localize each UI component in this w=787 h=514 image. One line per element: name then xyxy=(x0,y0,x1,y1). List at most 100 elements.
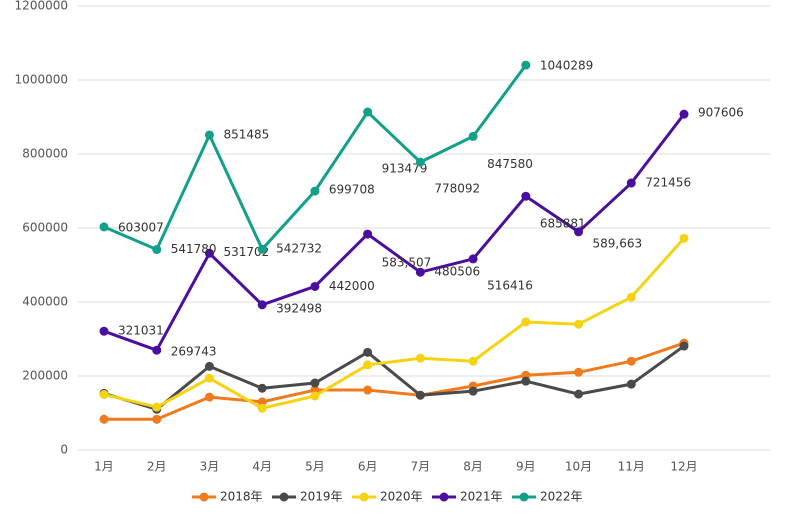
x-tick-label: 1月 xyxy=(94,460,114,474)
data-point xyxy=(204,392,214,402)
y-tick-label: 0 xyxy=(60,443,68,457)
data-point xyxy=(99,222,109,232)
data-label: 321031 xyxy=(118,324,164,338)
data-point xyxy=(310,186,320,196)
data-label: 480506 xyxy=(434,265,480,279)
data-point xyxy=(415,267,425,277)
data-point xyxy=(204,373,214,383)
data-point xyxy=(363,385,373,395)
data-point xyxy=(468,131,478,141)
x-tick-label: 5月 xyxy=(305,460,325,474)
legend-label: 2020年 xyxy=(380,490,423,504)
data-point xyxy=(363,347,373,357)
data-label: 542732 xyxy=(276,242,322,256)
legend-swatch xyxy=(439,492,449,502)
x-tick-label: 4月 xyxy=(252,460,272,474)
data-label: 1040289 xyxy=(540,59,593,73)
data-point xyxy=(310,281,320,291)
data-point xyxy=(521,376,531,386)
data-point xyxy=(257,397,267,407)
y-tick-label: 1000000 xyxy=(15,73,68,87)
data-label: 589,663 xyxy=(593,236,643,250)
data-point xyxy=(574,389,584,399)
data-point xyxy=(626,356,636,366)
x-tick-label: 7月 xyxy=(411,460,431,474)
data-point xyxy=(679,341,689,351)
data-point xyxy=(415,157,425,167)
legend-swatch xyxy=(519,492,529,502)
legend-swatch xyxy=(359,492,369,502)
x-tick-label: 12月 xyxy=(670,460,697,474)
x-tick-label: 6月 xyxy=(358,460,378,474)
series-line xyxy=(103,64,528,252)
data-point xyxy=(152,345,162,355)
data-point xyxy=(468,356,478,366)
data-label: 516416 xyxy=(487,278,533,292)
series-line xyxy=(103,113,686,352)
x-tick-label: 11月 xyxy=(618,460,645,474)
data-point xyxy=(99,390,109,399)
data-label: 778092 xyxy=(434,182,480,196)
legend-label: 2018年 xyxy=(220,490,263,504)
data-point xyxy=(521,60,531,70)
data-label: 392498 xyxy=(276,301,322,315)
series-line xyxy=(104,341,685,421)
data-point xyxy=(363,229,373,239)
data-point xyxy=(204,130,214,140)
legend-label: 2019年 xyxy=(300,490,343,504)
data-label: 603007 xyxy=(118,220,164,234)
data-label: 699708 xyxy=(329,183,375,197)
data-label: 847580 xyxy=(487,157,533,171)
data-point xyxy=(152,402,162,412)
data-point xyxy=(257,244,267,254)
data-point xyxy=(415,353,425,363)
y-tick-label: 400000 xyxy=(22,295,68,309)
x-tick-label: 3月 xyxy=(200,460,220,474)
data-point xyxy=(574,319,584,329)
data-label: 913479 xyxy=(382,162,428,176)
data-point xyxy=(257,403,267,413)
data-point xyxy=(204,248,214,258)
data-label: 541780 xyxy=(171,242,217,256)
data-label: 269743 xyxy=(171,345,217,359)
y-tick-label: 800000 xyxy=(22,147,68,161)
y-tick-label: 200000 xyxy=(22,369,68,383)
data-point xyxy=(152,245,162,255)
data-point xyxy=(152,414,162,424)
legend-label: 2022年 xyxy=(540,490,583,504)
series-line xyxy=(103,237,686,410)
data-point xyxy=(257,300,267,310)
data-point xyxy=(99,326,109,336)
legend-swatch xyxy=(279,492,289,502)
data-label: 583,507 xyxy=(382,256,432,270)
data-point xyxy=(521,317,531,327)
x-tick-label: 8月 xyxy=(463,460,483,474)
legend-swatch xyxy=(199,492,209,502)
data-point xyxy=(574,367,584,377)
y-tick-label: 600000 xyxy=(22,221,68,235)
data-point xyxy=(257,383,267,393)
data-label: 907606 xyxy=(698,106,744,120)
data-label: 442000 xyxy=(329,279,375,293)
y-tick-label: 1200000 xyxy=(15,0,68,13)
data-label: 685881 xyxy=(540,217,586,231)
data-point xyxy=(310,378,320,388)
data-point xyxy=(679,109,689,119)
data-label: 851485 xyxy=(223,127,269,141)
data-point xyxy=(626,379,636,389)
data-point xyxy=(363,360,373,370)
data-point xyxy=(468,386,478,396)
data-point xyxy=(679,233,689,243)
x-tick-label: 10月 xyxy=(565,460,592,474)
data-point xyxy=(363,107,373,117)
data-label: 721456 xyxy=(645,176,691,190)
data-point xyxy=(415,390,425,400)
data-point xyxy=(574,227,584,237)
data-point xyxy=(468,254,478,264)
x-tick-label: 9月 xyxy=(516,460,536,474)
data-point xyxy=(626,292,636,302)
legend-label: 2021年 xyxy=(460,490,503,504)
data-point xyxy=(310,391,320,401)
data-point xyxy=(626,178,636,188)
